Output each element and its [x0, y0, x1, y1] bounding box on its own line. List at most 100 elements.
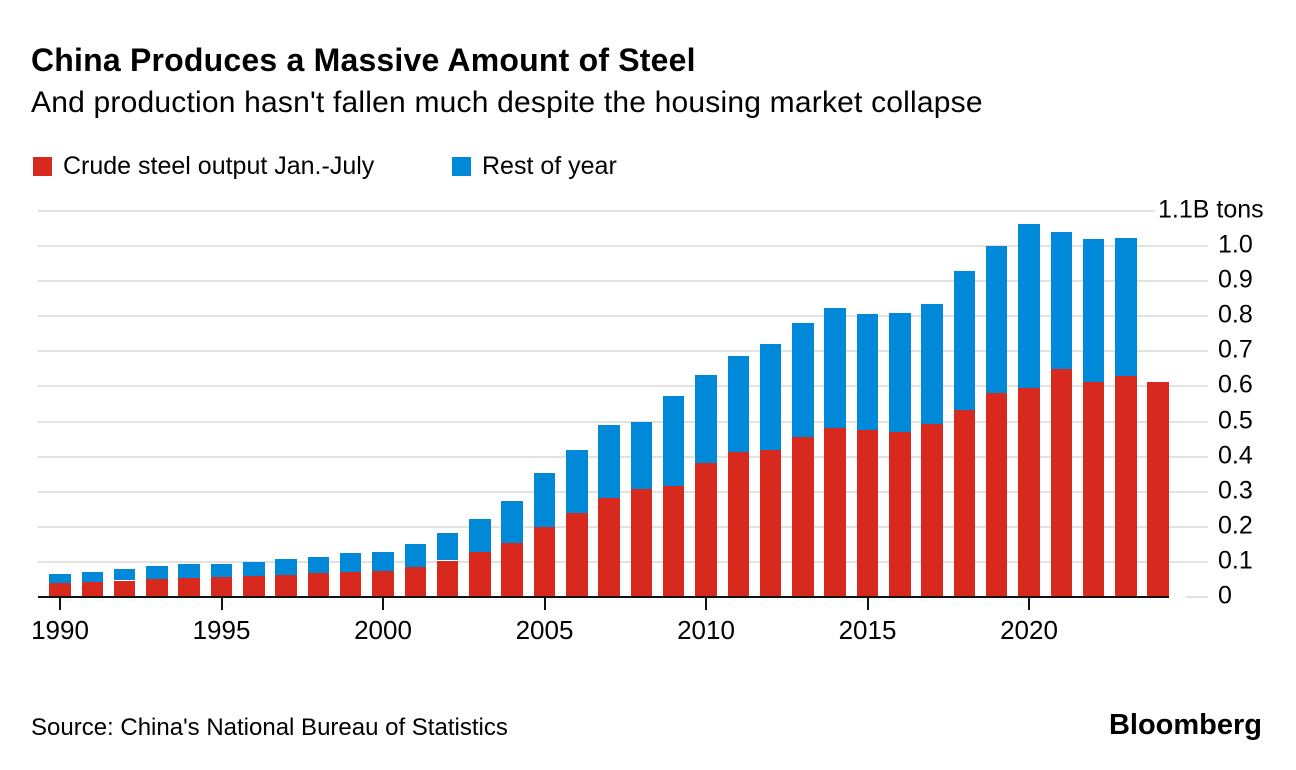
bar-blue-2018	[953, 270, 976, 410]
legend-label-jan-july: Crude steel output Jan.-July	[63, 152, 375, 180]
gridline	[38, 245, 1208, 248]
bar-blue-2003	[469, 519, 491, 553]
gridline	[38, 385, 1208, 388]
bar-blue-1997	[275, 558, 297, 575]
chart-subtitle: And production hasn't fallen much despit…	[31, 86, 983, 119]
bar-red-2016	[889, 432, 911, 597]
bar-blue-1994	[178, 564, 200, 579]
bar-blue-2006	[566, 449, 588, 514]
x-tick-2005	[543, 597, 546, 610]
legend-item-jan-july: Crude steel output Jan.-July	[33, 152, 374, 181]
x-tick-2020	[1028, 597, 1030, 610]
bar-blue-2020	[1018, 223, 1040, 388]
bar-blue-2008	[630, 421, 653, 489]
bar-blue-2007	[598, 425, 620, 499]
x-label-2000: 2000	[354, 615, 412, 645]
gridline-top	[38, 210, 1155, 212]
y-label-0.1: 0.1	[1218, 546, 1253, 575]
bar-blue-1998	[307, 556, 330, 574]
bar-blue-2015	[856, 314, 879, 430]
gridline	[38, 560, 1208, 563]
bar-blue-2009	[662, 396, 685, 486]
gridline	[38, 525, 1208, 528]
gridline	[38, 350, 1208, 353]
source-attribution: Source: China's National Bureau of Stati…	[31, 714, 508, 741]
bar-red-2014	[824, 428, 846, 597]
bar-blue-1990	[49, 573, 71, 584]
x-label-2020: 2020	[1000, 615, 1058, 645]
bar-red-2020	[1018, 387, 1040, 597]
y-label-0.8: 0.8	[1218, 300, 1253, 329]
gridline	[38, 490, 1208, 493]
bar-red-1998	[307, 573, 330, 597]
x-tick-1990	[59, 597, 61, 610]
y-label-0.6: 0.6	[1218, 370, 1253, 399]
bar-blue-2013	[792, 323, 814, 437]
bar-red-2001	[404, 566, 427, 597]
bar-red-1991	[81, 582, 104, 597]
gridline-zero-stub	[1186, 596, 1208, 598]
bar-red-2000	[372, 571, 394, 597]
bar-red-2012	[759, 449, 782, 597]
bar-red-2019	[985, 393, 1008, 597]
blue-swatch-icon	[452, 157, 471, 176]
bar-blue-2001	[404, 544, 427, 567]
bar-blue-1999	[339, 553, 362, 572]
y-label-0.2: 0.2	[1218, 511, 1253, 540]
bar-red-1990	[49, 583, 71, 597]
bar-blue-2011	[727, 356, 750, 453]
bar-blue-2017	[921, 303, 943, 424]
bar-red-1999	[339, 571, 362, 597]
bar-blue-2021	[1050, 232, 1073, 369]
bar-red-2023	[1115, 376, 1137, 597]
y-label-0: 0	[1218, 581, 1232, 610]
bar-red-2009	[662, 485, 685, 597]
x-label-2005: 2005	[515, 615, 574, 645]
y-label-1.0: 1.0	[1218, 230, 1253, 259]
bar-blue-2022	[1082, 238, 1105, 383]
y-label-0.5: 0.5	[1218, 405, 1253, 434]
bar-red-2015	[856, 429, 879, 597]
legend-label-rest-of-year: Rest of year	[482, 152, 617, 180]
bar-red-1994	[178, 578, 200, 597]
bar-blue-2000	[372, 551, 394, 572]
bar-red-2011	[727, 452, 750, 597]
bar-red-2010	[695, 462, 717, 597]
bar-red-1992	[113, 580, 136, 597]
chart-title: China Produces a Massive Amount of Steel	[31, 42, 696, 78]
x-tick-2000	[382, 597, 384, 610]
bar-blue-2002	[436, 533, 459, 561]
y-axis-unit-label: 1.1B tons	[1158, 195, 1264, 224]
bar-red-2003	[469, 552, 491, 597]
bar-red-2008	[630, 488, 653, 597]
bar-red-2004	[501, 542, 523, 597]
x-label-2010: 2010	[677, 615, 735, 645]
bar-blue-1992	[113, 568, 136, 581]
x-label-1990: 1990	[31, 615, 89, 645]
y-label-0.7: 0.7	[1218, 335, 1253, 364]
x-tick-1995	[220, 597, 223, 610]
bar-red-1995	[210, 577, 233, 597]
bar-red-2002	[436, 560, 459, 597]
bar-red-2013	[792, 436, 814, 597]
bar-blue-2004	[501, 501, 523, 543]
bar-blue-2014	[824, 308, 846, 429]
bar-blue-2023	[1115, 237, 1137, 377]
bloomberg-logo: Bloomberg	[1108, 709, 1262, 741]
bar-blue-1993	[146, 565, 168, 579]
bar-red-1993	[146, 578, 168, 597]
bar-blue-1991	[81, 572, 104, 583]
gridline	[38, 455, 1208, 458]
bar-red-2024	[1147, 381, 1169, 597]
bar-red-2021	[1050, 368, 1073, 597]
bar-blue-2019	[985, 246, 1008, 394]
bar-blue-1996	[243, 561, 265, 577]
bar-red-1997	[275, 574, 297, 597]
bar-blue-1995	[210, 563, 233, 578]
x-tick-2015	[866, 597, 869, 610]
y-label-0.9: 0.9	[1218, 265, 1253, 294]
bar-red-2022	[1082, 382, 1105, 597]
bar-blue-2005	[533, 473, 556, 528]
